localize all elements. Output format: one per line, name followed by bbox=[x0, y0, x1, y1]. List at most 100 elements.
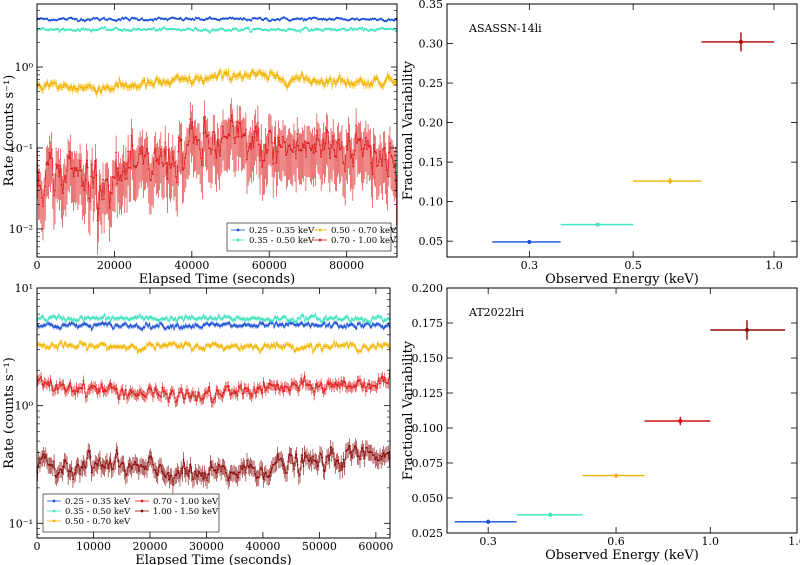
data-point bbox=[216, 344, 219, 346]
data-point bbox=[279, 78, 282, 81]
data-point bbox=[158, 27, 161, 30]
data-point bbox=[110, 192, 113, 195]
data-point bbox=[83, 387, 86, 390]
data-point bbox=[250, 148, 253, 151]
data-point bbox=[228, 389, 231, 392]
data-point bbox=[240, 344, 243, 347]
data-point bbox=[250, 324, 253, 327]
data-point bbox=[113, 28, 115, 31]
data-point bbox=[333, 148, 336, 151]
data-point bbox=[336, 80, 339, 82]
data-point bbox=[76, 390, 79, 393]
data-point bbox=[219, 70, 222, 72]
data-point bbox=[380, 83, 383, 86]
data-point bbox=[327, 80, 330, 83]
data-point bbox=[182, 167, 185, 169]
data-point bbox=[373, 77, 376, 79]
data-point bbox=[298, 29, 301, 32]
data-point bbox=[150, 179, 152, 181]
data-point bbox=[248, 324, 251, 326]
data-point bbox=[90, 317, 93, 320]
data-point bbox=[123, 28, 126, 30]
data-point bbox=[350, 322, 353, 325]
data-point bbox=[374, 151, 377, 154]
data-point bbox=[384, 79, 387, 82]
data-point bbox=[213, 398, 215, 401]
data-point bbox=[353, 154, 355, 156]
data-point bbox=[143, 318, 146, 320]
data-point bbox=[134, 166, 137, 169]
data-point bbox=[239, 29, 242, 32]
data-point bbox=[382, 327, 385, 330]
data-point bbox=[250, 345, 253, 348]
data-point bbox=[342, 325, 345, 328]
data-point bbox=[280, 324, 283, 327]
data-point bbox=[216, 390, 219, 392]
data-point bbox=[264, 344, 267, 347]
data-point bbox=[301, 313, 304, 316]
data-point bbox=[87, 197, 90, 200]
data-point bbox=[159, 394, 161, 397]
data-point bbox=[299, 77, 302, 80]
data-point bbox=[229, 393, 232, 396]
data-point bbox=[209, 345, 212, 348]
data-point bbox=[153, 83, 156, 86]
data-point bbox=[188, 316, 191, 319]
data-point bbox=[138, 153, 140, 156]
data-point bbox=[364, 323, 367, 326]
data-point bbox=[302, 347, 305, 350]
data-point bbox=[331, 147, 333, 149]
data-point bbox=[128, 346, 131, 349]
data-point bbox=[190, 127, 193, 130]
data-point bbox=[252, 316, 254, 318]
data-point bbox=[124, 388, 127, 391]
data-point bbox=[101, 198, 103, 201]
data-point bbox=[301, 346, 304, 349]
data-point bbox=[121, 16, 124, 19]
data-point bbox=[44, 381, 47, 384]
data-point bbox=[382, 84, 385, 87]
data-point bbox=[175, 320, 178, 323]
data-point bbox=[371, 84, 374, 87]
data-point bbox=[367, 80, 369, 82]
data-point bbox=[151, 82, 153, 85]
data-point bbox=[370, 81, 373, 84]
data-point bbox=[206, 134, 209, 137]
data-point bbox=[72, 85, 75, 88]
data-point bbox=[273, 317, 275, 320]
data-point bbox=[273, 74, 276, 77]
data-point bbox=[329, 27, 331, 30]
data-point bbox=[51, 173, 54, 176]
data-point bbox=[253, 346, 255, 348]
data-point bbox=[289, 80, 292, 83]
data-point bbox=[191, 121, 194, 123]
data-point bbox=[203, 317, 206, 319]
data-point bbox=[82, 180, 85, 183]
data-point bbox=[152, 395, 154, 398]
data-point bbox=[100, 323, 103, 325]
data-point bbox=[173, 165, 175, 168]
data-point bbox=[130, 391, 133, 394]
data-point bbox=[127, 18, 129, 21]
data-point bbox=[175, 76, 177, 78]
data-point bbox=[97, 207, 100, 210]
data-point bbox=[157, 343, 160, 346]
data-point bbox=[368, 348, 371, 350]
data-point bbox=[332, 324, 334, 326]
data-point bbox=[305, 155, 307, 158]
data-point bbox=[319, 80, 321, 83]
data-point bbox=[286, 323, 288, 325]
data-point bbox=[69, 382, 72, 385]
data-point bbox=[67, 316, 70, 319]
data-point bbox=[188, 324, 191, 327]
data-point bbox=[344, 326, 347, 329]
data-point bbox=[156, 392, 159, 395]
data-point bbox=[247, 26, 249, 29]
data-point bbox=[277, 324, 280, 327]
data-point bbox=[282, 135, 284, 138]
data-point bbox=[314, 80, 317, 83]
data-point bbox=[299, 348, 301, 350]
data-point bbox=[222, 349, 225, 351]
data-point bbox=[307, 321, 310, 324]
data-point bbox=[261, 347, 264, 350]
